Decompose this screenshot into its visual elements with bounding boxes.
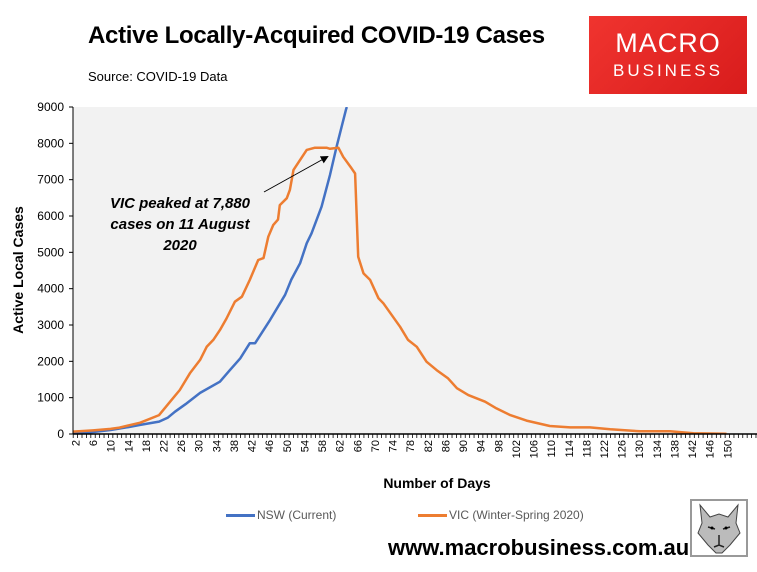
y-tick-label: 5000: [37, 245, 64, 259]
x-tick-label: 150: [722, 440, 734, 458]
x-tick-label: 62: [335, 440, 347, 452]
y-tick-label: 7000: [37, 173, 64, 187]
x-tick-label: 78: [405, 440, 417, 452]
x-tick-label: 102: [511, 440, 523, 458]
website-url: www.macrobusiness.com.au: [388, 535, 690, 560]
x-tick-label: 54: [299, 440, 311, 452]
y-tick-label: 2000: [37, 354, 64, 368]
x-tick-label: 106: [529, 440, 541, 458]
macrobusiness-logo: MACRO BUSINESS: [589, 16, 747, 94]
x-tick-label: 18: [141, 440, 153, 452]
x-tick-label: 114: [564, 440, 576, 458]
x-tick-label: 94: [476, 440, 488, 452]
x-tick-label: 82: [423, 440, 435, 452]
source-note: Source: COVID-19 Data: [88, 69, 228, 84]
x-axis-title: Number of Days: [383, 475, 491, 491]
x-tick-label: 30: [194, 440, 206, 452]
x-tick-label: 74: [388, 440, 400, 452]
y-tick-label: 1000: [37, 391, 64, 405]
x-tick-label: 110: [546, 440, 558, 458]
y-axis-title: Active Local Cases: [10, 206, 26, 334]
x-tick-label: 122: [599, 440, 611, 458]
annotation-line-1: VIC peaked at 7,880: [110, 195, 251, 212]
x-tick-label: 34: [211, 440, 223, 452]
wolf-head-icon: [697, 503, 741, 554]
y-tick-label: 3000: [37, 318, 64, 332]
legend-label-nsw: NSW (Current): [257, 508, 337, 522]
y-tick-label: 8000: [37, 136, 64, 150]
x-tick-label: 130: [634, 440, 646, 458]
annotation-arrow: [263, 156, 329, 193]
legend-label-vic: VIC (Winter-Spring 2020): [449, 508, 584, 522]
chart-title: Active Locally-Acquired COVID-19 Cases: [88, 22, 545, 49]
x-tick-label: 118: [581, 440, 593, 458]
x-tick-label: 26: [176, 440, 188, 452]
peak-annotation: VIC peaked at 7,880 cases on 11 August 2…: [110, 156, 329, 254]
x-tick-label: 50: [282, 440, 294, 452]
annotation-line-2: cases on 11 August: [110, 216, 250, 233]
x-tick-label: 134: [652, 440, 664, 458]
x-tick-label: 14: [123, 440, 135, 452]
x-tick-label: 138: [669, 440, 681, 458]
x-tick-label: 6: [88, 440, 100, 446]
logo-line-2: BUSINESS: [613, 61, 723, 80]
legend-item-nsw: NSW (Current): [226, 508, 336, 522]
x-tick-label: 142: [687, 440, 699, 458]
legend-swatch-vic: [418, 513, 447, 517]
logo-line-1: MACRO: [615, 28, 721, 58]
x-tick-label: 146: [705, 440, 717, 458]
series-line-vic: [73, 146, 727, 434]
wolf-logo-image: [690, 499, 748, 557]
x-tick-label: 10: [106, 440, 118, 452]
series-line-nsw: [73, 107, 348, 434]
x-tick-label: 126: [617, 440, 629, 458]
y-tick-label: 6000: [37, 209, 64, 223]
x-tick-label: 90: [458, 440, 470, 452]
x-tick-label: 98: [493, 440, 505, 452]
x-tick-label: 66: [352, 440, 364, 452]
y-tick-label: 4000: [37, 282, 64, 296]
x-tick-label: 2: [70, 440, 82, 446]
y-tick-label: 9000: [37, 100, 64, 114]
legend-swatch-nsw: [226, 513, 255, 517]
legend-item-vic: VIC (Winter-Spring 2020): [418, 508, 584, 522]
x-tick-label: 42: [247, 440, 259, 452]
x-tick-label: 22: [159, 440, 171, 452]
x-tick-label: 38: [229, 440, 241, 452]
y-tick-label: 0: [57, 427, 64, 441]
x-tick-label: 58: [317, 440, 329, 452]
plot-area: [73, 107, 757, 434]
x-tick-label: 86: [440, 440, 452, 452]
x-tick-label: 46: [264, 440, 276, 452]
annotation-line-3: 2020: [162, 237, 197, 254]
x-tick-label: 70: [370, 440, 382, 452]
